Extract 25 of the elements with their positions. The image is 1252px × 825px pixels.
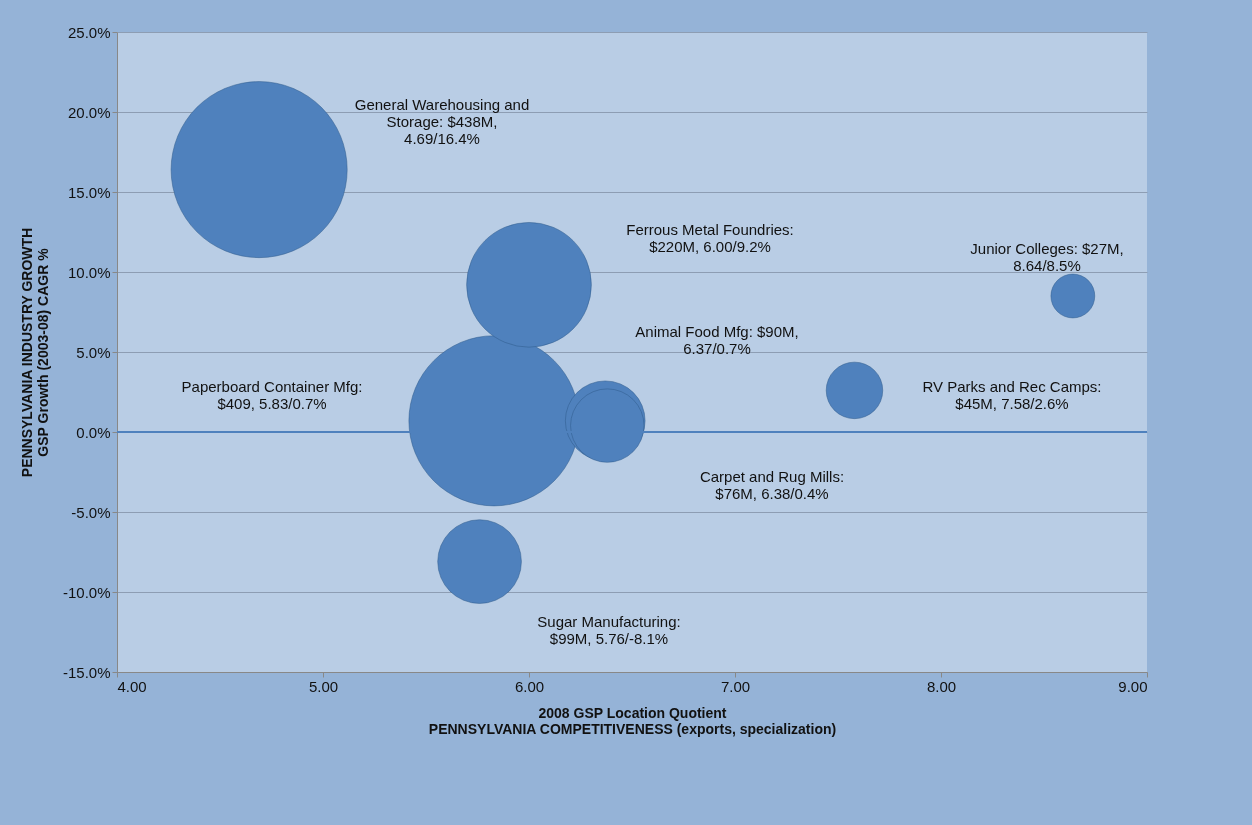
y-tick-label: 20.0% [67,103,111,121]
annotation: RV Parks and Rec Camps: $45M, 7.58/2.6% [922,378,1102,412]
x-tick-label: 4.00 [117,677,147,695]
y-tick-label: 0.0% [76,423,111,441]
y-tick-label: 5.0% [76,343,111,361]
x-tick-label: 6.00 [514,677,545,695]
y-axis-title: PENNSYLVANIA INDUSTRY GROWTH GSP Growth (2003-08) CAGR % [18,227,51,478]
annotation: Junior Colleges: $27M, 8.64/8.5% [970,240,1124,274]
x-tick-label: 7.00 [720,677,751,695]
annotation: Animal Food Mfg: $90M, 6.37/0.7% [635,323,799,357]
y-tick-label: -10.0% [62,583,111,601]
annotation: Paperboard Container Mfg: $409, 5.83/0.7% [181,378,363,412]
y-tick-label: 15.0% [67,183,111,201]
y-tick-label: 25.0% [67,23,111,41]
annotation: Sugar Manufacturing: $99M, 5.76/-8.1% [537,613,681,647]
y-tick-label: 10.0% [67,263,111,281]
x-tick-label: 8.00 [926,677,957,695]
annotation: Ferrous Metal Foundries: $220M, 6.00/9.2% [626,221,794,255]
annotation: Carpet and Rug Mills: $76M, 6.38/0.4% [699,468,845,502]
x-tick-label: 5.00 [308,677,339,695]
x-tick-label: 9.00 [1118,677,1148,695]
y-tick-label: -5.0% [71,503,111,521]
y-tick-label: -15.0% [62,663,111,681]
x-axis-title: 2008 GSP Location Quotient PENNSYLVANIA COMPETITIVENESS (exports, specialization) [428,704,837,737]
annotation: General Warehousing and Storage: $438M, 4.69/16.4% [354,96,530,147]
